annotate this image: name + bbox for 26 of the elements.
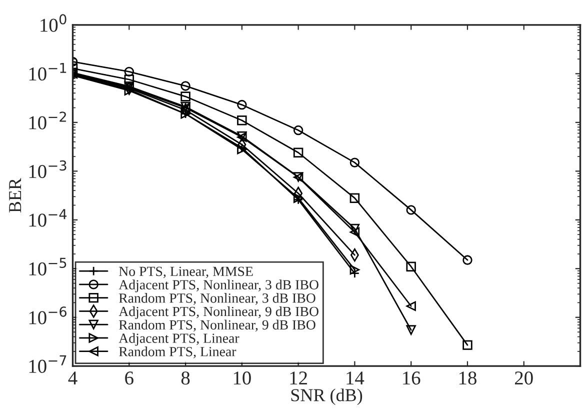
legend-label: Adjacent PTS, Linear: [118, 333, 240, 346]
y-tick-label: 10$^{−3}$: [29, 160, 66, 178]
y-tick-label: 10$^{−2}$: [29, 112, 66, 130]
legend-label: Random PTS, Linear: [118, 346, 236, 358]
y-axis-title: BER: [9, 178, 22, 213]
x-tick-label: 16: [403, 372, 420, 385]
y-tick-label: 10$^{−5}$: [29, 258, 66, 276]
x-tick-label: 8: [181, 372, 190, 385]
x-tick-label: 6: [125, 372, 134, 385]
x-tick-label: 18: [459, 372, 476, 385]
legend-label: Adjacent PTS, Nonlinear, 3 dB IBO: [118, 280, 318, 292]
x-tick-label: 14: [346, 372, 364, 384]
y-tick-label: 10$^{−4}$: [29, 209, 67, 227]
x-tick-label: 12: [290, 372, 307, 384]
y-tick-label: 10$^{0}$: [40, 14, 66, 32]
y-tick-label: 10$^{−1}$: [29, 62, 66, 81]
y-tick-label: 10$^{−7}$: [29, 355, 66, 373]
legend-label: No PTS, Linear, MMSE: [118, 266, 253, 278]
legend-label: Adjacent PTS, Nonlinear, 9 dB IBO: [118, 306, 318, 320]
legend-label: Random PTS, Nonlinear, 9 dB IBO: [118, 320, 316, 332]
x-tick-label: 4: [68, 372, 78, 384]
x-tick-label: 20: [514, 372, 533, 385]
x-axis-title: SNR (dB): [291, 388, 362, 405]
y-tick-label: 10$^{−6}$: [29, 306, 66, 324]
legend-label: Random PTS, Nonlinear, 3 dB IBO: [118, 293, 316, 305]
x-tick-label: 10: [234, 372, 251, 385]
